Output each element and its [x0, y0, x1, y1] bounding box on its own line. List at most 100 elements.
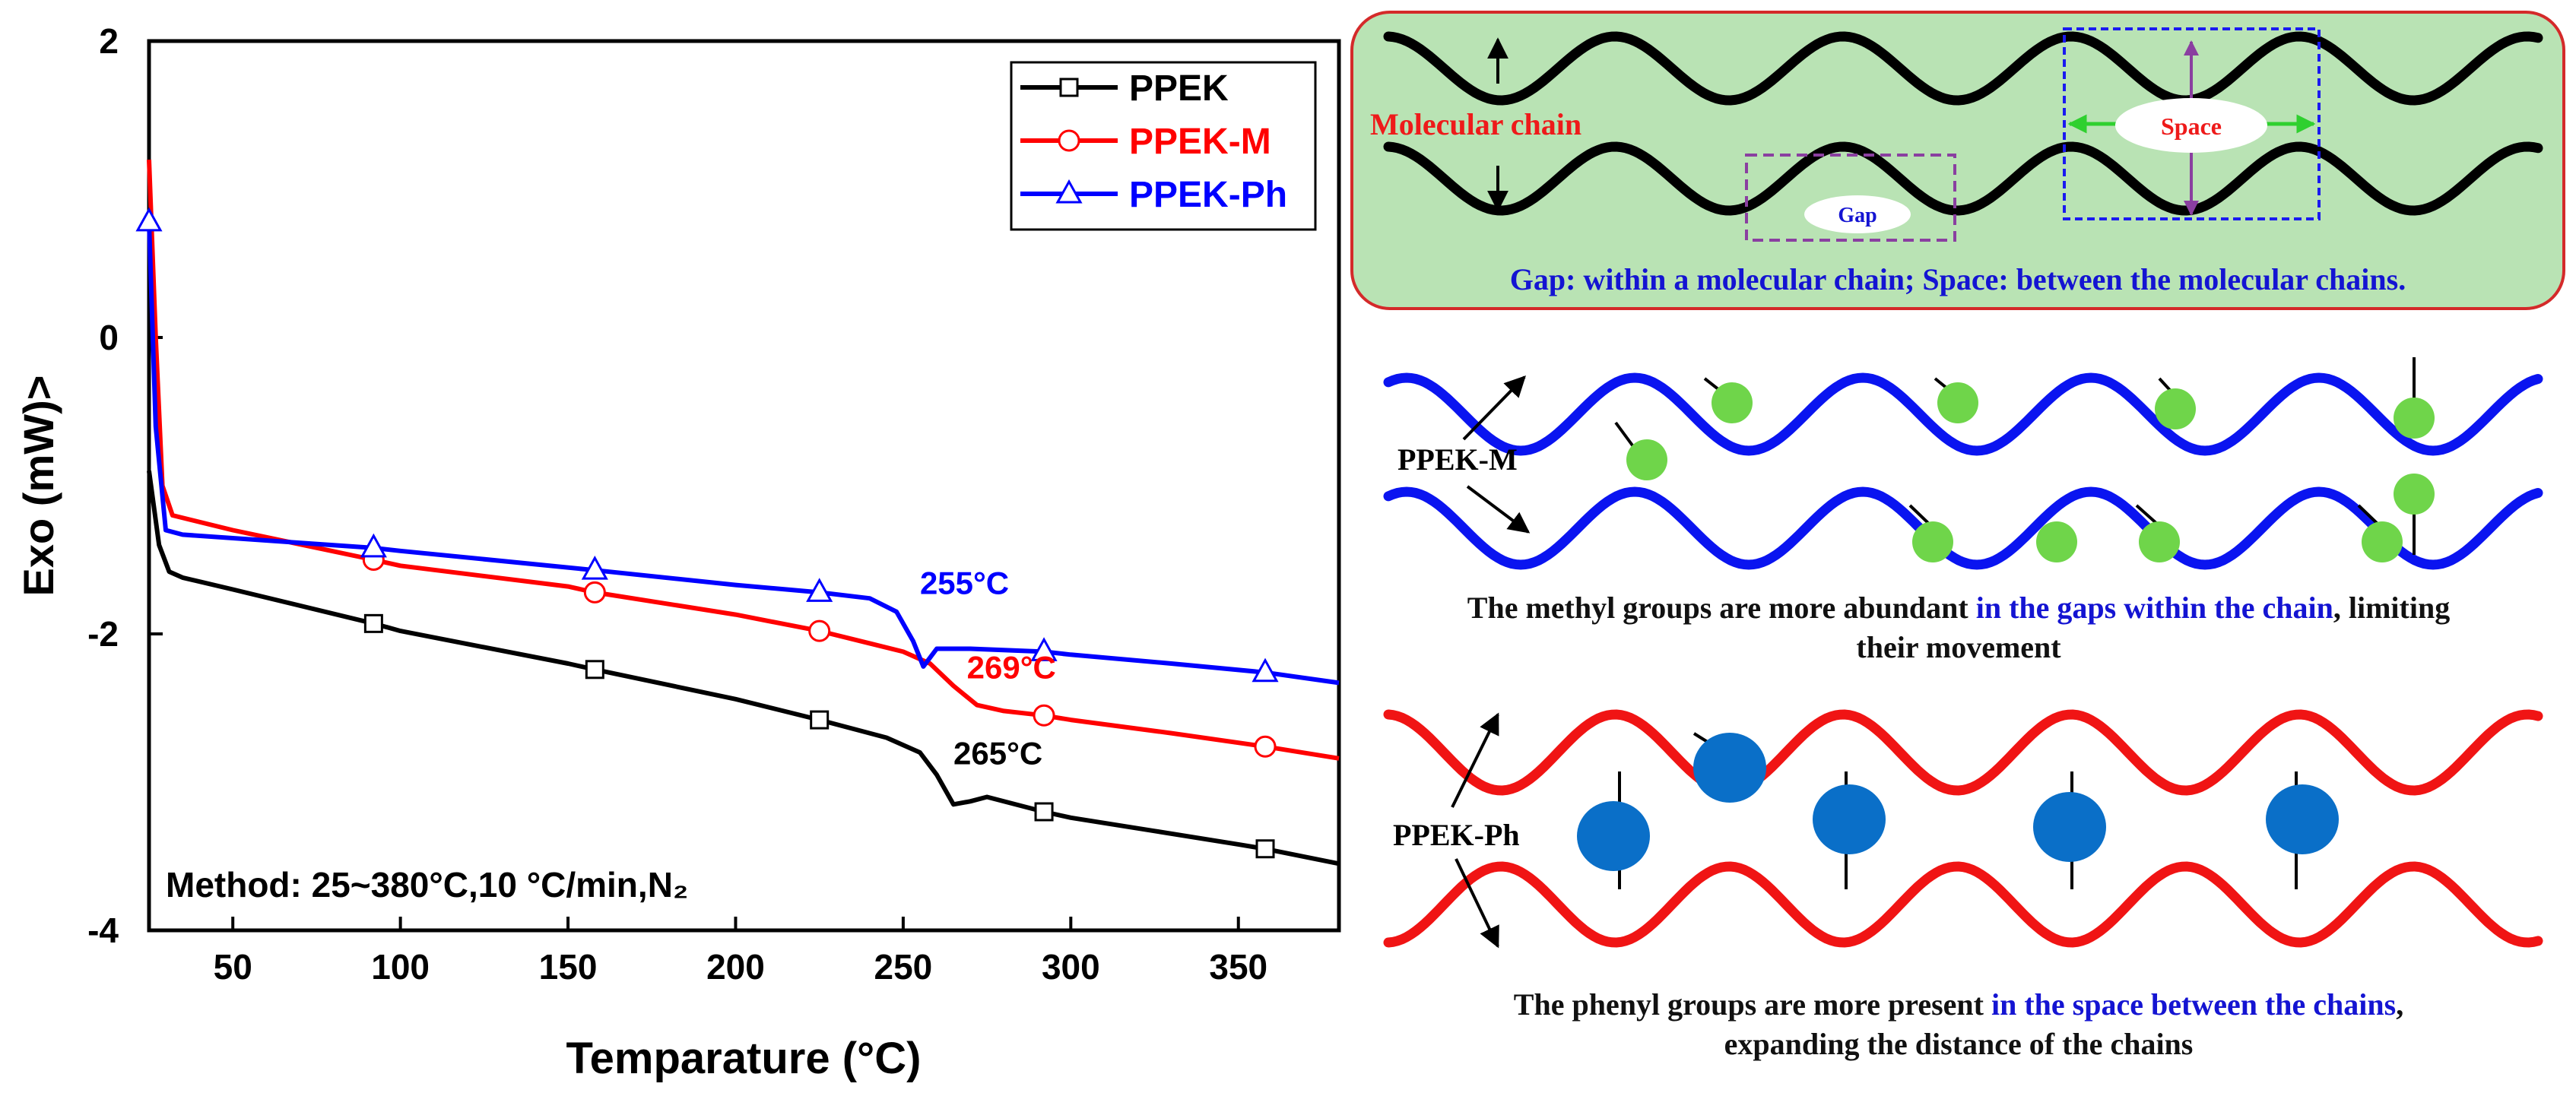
data-point-ppek-ph: [581, 556, 608, 580]
top-chain-upper: [1383, 31, 2543, 106]
data-point-ppek-ph: [1252, 657, 1279, 683]
data-point-ppek-m: [1254, 735, 1277, 758]
x-tick-label: 250: [874, 947, 933, 987]
methyl-bond: [1908, 504, 1931, 526]
methyl-groups: [1626, 382, 2435, 562]
x-tick-label: 100: [371, 947, 430, 987]
data-point-ppek: [810, 710, 830, 730]
x-tick-label: 300: [1042, 947, 1100, 987]
annotation-layer: 265°C 269°C 255°C: [920, 565, 1056, 771]
methyl-group: [2036, 521, 2077, 562]
data-point-ppek-ph: [806, 578, 833, 602]
methyl-group: [2362, 521, 2403, 562]
series-line-ppek-ph: [147, 221, 1340, 686]
methyl-group: [1937, 382, 1978, 423]
x-tick-label: 50: [214, 947, 252, 987]
data-point-ppek: [363, 613, 383, 633]
methyl-group: [2394, 474, 2435, 515]
ppek-ph-arrow-up: [1451, 712, 1499, 808]
gap-space-panel: Molecular chain Gap Space Gap: within a …: [1350, 11, 2565, 310]
data-point-ppek-ph: [1030, 637, 1058, 661]
data-point-ppek: [1255, 839, 1275, 859]
series-line-ppek-m: [147, 159, 1340, 761]
gap-space-panel-bg: [1350, 11, 2565, 310]
methyl-chain-upper: [1383, 372, 2543, 456]
methyl-caption-part1: The methyl groups are more abundant: [1467, 591, 1976, 625]
annotation-ppek-ph: 255°C: [920, 565, 1009, 600]
legend-marker-ppek-m: [1058, 129, 1080, 152]
ppek-m-label: PPEK-M: [1397, 442, 1518, 477]
gap-box: [1745, 154, 1956, 242]
methyl-group: [2155, 388, 2196, 429]
legend-marker-ppek: [1059, 78, 1079, 97]
methyl-group: [1712, 382, 1753, 423]
dsc-chart: 50 100 150 200 250 300 350 2 0 -2 -4 265°C 269°C 25…: [14, 21, 1341, 1083]
methyl-caption-highlight: in the gaps within the chain: [1975, 591, 2333, 625]
phenyl-chain-upper: [1383, 709, 2543, 796]
gap-ellipse: [1804, 195, 1911, 233]
legend-label-ppek-ph: PPEK-Ph: [1129, 175, 1287, 215]
phenyl-group: [1577, 801, 1650, 871]
phenyl-caption: The phenyl groups are more present in th…: [1353, 985, 2564, 1064]
series-ppek-m: [147, 159, 1340, 761]
phenyl-groups: [1577, 733, 2339, 871]
phenyl-group: [1813, 784, 1886, 854]
methyl-caption-part2: , limiting: [2333, 591, 2451, 625]
phenyl-chain-lower: [1383, 861, 2543, 948]
space-label: Space: [2161, 112, 2222, 140]
methyl-group: [2394, 398, 2435, 439]
phenyl-group: [2266, 784, 2339, 854]
series-ppek: [147, 470, 1340, 866]
series-ppek-ph: [135, 207, 1340, 686]
phenyl-caption-highlight: in the space between the chains: [1991, 987, 2397, 1022]
methyl-group: [1626, 439, 1667, 480]
gap-label: Gap: [1838, 204, 1876, 227]
annotation-ppek-m: 269°C: [967, 650, 1056, 686]
ppek-m-arrow-up: [1462, 375, 1526, 441]
data-point-ppek: [585, 660, 604, 680]
data-point-ppek-ph: [135, 207, 163, 232]
legend: PPEK PPEK-M PPEK-Ph: [1010, 61, 1317, 231]
gap-space-caption: Gap: within a molecular chain; Space: be…: [1510, 262, 2406, 296]
series-line-ppek: [147, 470, 1340, 866]
data-point-ppek-ph: [360, 533, 387, 558]
x-axis-label-text: Temparature: [566, 1034, 830, 1083]
ppek-ph-panel: PPEK-Ph: [1383, 709, 2543, 949]
methyl-chain-lower: [1383, 486, 2543, 570]
phenyl-group: [1693, 733, 1766, 803]
y-tick-label: -2: [87, 614, 119, 654]
y-tick-label: -4: [87, 911, 119, 950]
ppek-ph-label: PPEK-Ph: [1393, 818, 1520, 852]
methyl-group: [2139, 521, 2180, 562]
x-tick-label: 350: [1209, 947, 1267, 987]
legend-marker-ppek-ph: [1055, 179, 1083, 204]
methyl-group: [1912, 521, 1953, 562]
molecular-chain-label: Molecular chain: [1370, 107, 1581, 141]
ppek-m-panel: PPEK-M: [1383, 357, 2543, 570]
data-point-ppek-m: [1033, 704, 1055, 727]
phenyl-caption-line2: expanding the distance of the chains: [1724, 1027, 2194, 1061]
top-chain-lower: [1383, 141, 2543, 216]
ppek-m-arrow-down: [1466, 485, 1531, 534]
y-tick-label: 0: [99, 318, 119, 357]
x-axis-ticks: 50 100 150 200 250 300 350: [214, 917, 1267, 987]
legend-label-ppek-m: PPEK-M: [1129, 122, 1271, 162]
methyl-caption: The methyl groups are more abundant in t…: [1353, 588, 2564, 667]
annotation-ppek: 265°C: [953, 736, 1042, 771]
methyl-caption-line2: their movement: [1856, 630, 2061, 664]
x-axis-label-unit: (°C): [842, 1034, 922, 1083]
x-tick-label: 150: [539, 947, 598, 987]
phenyl-group: [2033, 792, 2106, 862]
space-box: [2063, 27, 2321, 220]
data-point-ppek-m: [808, 619, 831, 642]
y-axis-label: Exo (mW)>: [14, 375, 62, 597]
x-tick-label: 200: [706, 947, 765, 987]
ppek-ph-arrow-down: [1455, 858, 1499, 949]
methyl-bond: [1614, 421, 1636, 450]
phenyl-caption-part2: ,: [2396, 987, 2404, 1022]
legend-label-ppek: PPEK: [1129, 68, 1229, 109]
data-point-ppek-m: [583, 581, 606, 604]
series-layer: [135, 159, 1340, 866]
x-axis-label: Temparature (°C): [566, 1034, 922, 1083]
